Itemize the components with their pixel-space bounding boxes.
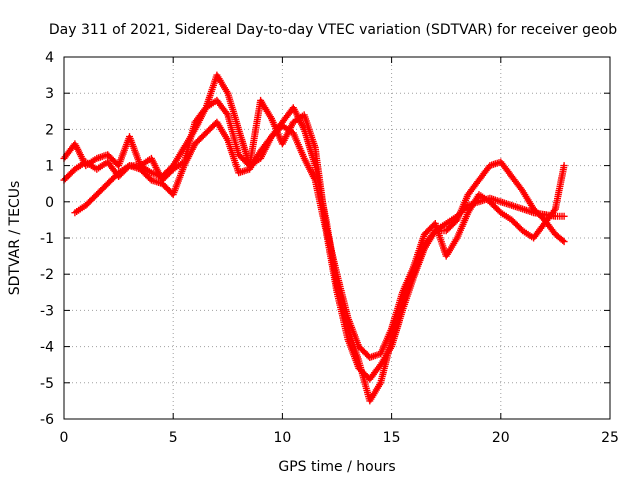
y-tick-label: 0 [45, 195, 54, 211]
x-tick-label: 25 [601, 430, 619, 446]
y-axis-label: SDTVAR / TECUs [7, 181, 23, 296]
sdtvar-chart: 0 5 10 15 20 25 -6 -5 -4 -3 -2 -1 0 1 2 3 4 Day 311 of 2… [0, 0, 640, 480]
x-tick-label: 5 [169, 430, 178, 446]
grid-lines [64, 57, 610, 419]
series-track-b [61, 97, 568, 361]
y-tick-label: 3 [45, 86, 54, 102]
y-tick-label: -2 [40, 267, 54, 283]
x-axis-label: GPS time / hours [278, 459, 395, 475]
x-tick-label: 20 [492, 430, 510, 446]
y-tick-label: -3 [40, 303, 54, 319]
y-tick-label: -5 [40, 376, 54, 392]
x-tick-label: 10 [273, 430, 291, 446]
y-tick-label: -4 [40, 340, 54, 356]
y-tick-label: -1 [40, 231, 54, 247]
y-tick-label: 1 [45, 159, 54, 175]
chart-title: Day 311 of 2021, Sidereal Day-to-day VTE… [49, 22, 617, 38]
x-tick-label: 0 [60, 430, 69, 446]
x-tick-label: 15 [383, 430, 401, 446]
y-tick-label: 2 [45, 122, 54, 138]
y-tick-label: -6 [40, 412, 54, 428]
y-tick-label: 4 [45, 50, 54, 66]
